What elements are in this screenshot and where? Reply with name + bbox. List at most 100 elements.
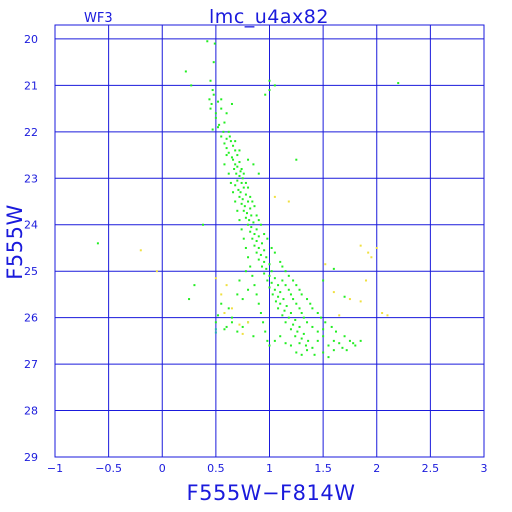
- green-point: [260, 265, 263, 268]
- green-point: [292, 298, 295, 301]
- green-point: [211, 128, 214, 131]
- green-point: [236, 165, 239, 168]
- green-point: [300, 312, 303, 314]
- green-point: [295, 284, 298, 287]
- green-point: [234, 200, 237, 203]
- green-point: [229, 181, 232, 184]
- green-point: [306, 298, 309, 301]
- green-point: [225, 137, 228, 140]
- green-point: [238, 279, 241, 282]
- green-point: [283, 309, 286, 312]
- green-point: [397, 82, 400, 85]
- green-point: [270, 281, 273, 284]
- green-point: [289, 312, 292, 314]
- green-point: [247, 200, 250, 203]
- green-point: [230, 102, 233, 105]
- green-point: [255, 228, 258, 231]
- green-point: [345, 349, 348, 352]
- yellow-point: [225, 284, 228, 287]
- green-point: [289, 344, 292, 347]
- green-point: [273, 288, 276, 291]
- green-point: [255, 240, 258, 242]
- green-point: [300, 337, 303, 340]
- green-point: [322, 328, 325, 331]
- green-point: [253, 205, 256, 208]
- green-point: [257, 246, 260, 249]
- green-point: [202, 223, 205, 226]
- yellow-point: [324, 263, 327, 266]
- green-point: [300, 293, 303, 296]
- green-point: [264, 93, 267, 96]
- green-point: [235, 172, 238, 175]
- green-point: [277, 307, 280, 310]
- green-point: [292, 279, 295, 282]
- green-point: [225, 154, 228, 157]
- green-point: [262, 321, 265, 324]
- green-point: [214, 116, 217, 119]
- green-point: [268, 263, 271, 266]
- yellow-point: [367, 251, 370, 254]
- green-point: [274, 300, 277, 303]
- green-point: [227, 307, 230, 310]
- green-point: [251, 200, 254, 203]
- green-point: [220, 135, 223, 138]
- green-point: [232, 144, 235, 147]
- green-point: [227, 151, 230, 154]
- green-point: [282, 298, 285, 301]
- y-tick-label: 20: [24, 33, 38, 46]
- green-point: [244, 181, 247, 184]
- green-point: [322, 279, 325, 282]
- green-point: [257, 302, 260, 305]
- green-point: [241, 177, 244, 180]
- green-point: [298, 325, 301, 328]
- green-point: [225, 325, 228, 328]
- green-point: [300, 353, 303, 356]
- green-point: [306, 321, 309, 324]
- green-point: [343, 295, 346, 298]
- green-point: [238, 161, 241, 164]
- green-point: [264, 330, 267, 333]
- green-point: [233, 168, 236, 170]
- green-point: [236, 209, 239, 212]
- green-point: [295, 158, 298, 161]
- green-point: [313, 353, 316, 356]
- green-point: [234, 149, 237, 152]
- green-point: [220, 98, 223, 101]
- green-point: [230, 156, 233, 159]
- green-point: [230, 321, 233, 324]
- green-point: [184, 70, 187, 73]
- green-point: [242, 172, 245, 175]
- green-point: [206, 40, 209, 43]
- green-point: [279, 302, 282, 305]
- green-point: [210, 102, 213, 105]
- green-point: [238, 195, 241, 198]
- green-point: [266, 237, 269, 240]
- yellow-point: [287, 200, 290, 203]
- green-point: [250, 214, 253, 217]
- x-tick-label: 2: [373, 462, 380, 475]
- green-point: [247, 288, 250, 291]
- green-point: [279, 291, 282, 294]
- green-point: [295, 302, 298, 305]
- green-point: [284, 270, 287, 273]
- y-tick-label: 29: [24, 451, 38, 464]
- green-point: [266, 339, 269, 342]
- green-point: [322, 335, 325, 338]
- green-point: [190, 84, 193, 87]
- green-point: [211, 89, 214, 92]
- y-tick-label: 24: [24, 219, 38, 232]
- green-point: [247, 223, 250, 226]
- green-point: [263, 233, 266, 236]
- y-tick-label: 27: [24, 358, 38, 371]
- y-tick-label: 26: [24, 312, 38, 325]
- green-point: [247, 186, 250, 189]
- x-tick-label: 0.5: [207, 462, 225, 475]
- green-point: [263, 260, 266, 263]
- green-point: [230, 316, 233, 319]
- green-point: [359, 339, 362, 342]
- yellow-point: [365, 279, 368, 282]
- green-point: [209, 107, 212, 110]
- yellow-point: [386, 314, 389, 317]
- green-point: [284, 321, 287, 324]
- green-point: [249, 207, 252, 210]
